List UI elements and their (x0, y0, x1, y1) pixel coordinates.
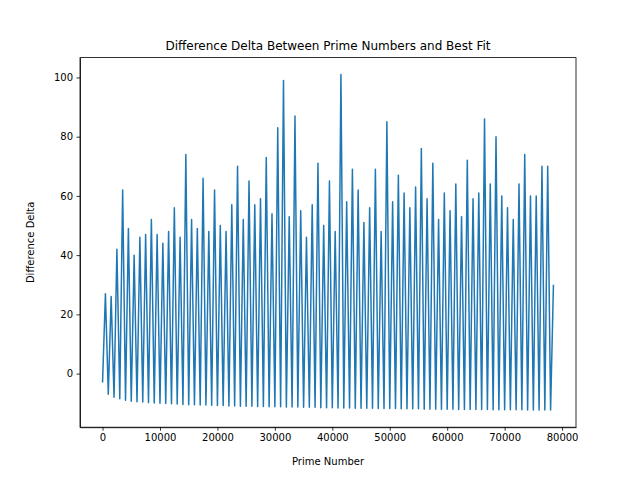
x-tick-mark (390, 427, 391, 431)
x-tick-mark (447, 427, 448, 431)
y-tick-mark (77, 137, 81, 138)
x-tick-label: 50000 (374, 432, 406, 443)
y-tick: 60 (60, 191, 80, 202)
frame (80, 58, 576, 428)
x-tick-mark (217, 427, 218, 431)
x-tick-label: 10000 (145, 432, 177, 443)
y-tick: 40 (60, 250, 80, 261)
y-tick-label: 100 (54, 72, 73, 83)
x-tick-mark (275, 427, 276, 431)
y-tick-label: 40 (60, 250, 73, 261)
y-tick-label: 0 (67, 368, 73, 379)
y-tick-mark (77, 314, 81, 315)
y-axis-title: Difference Delta (25, 202, 36, 283)
y-tick-mark (77, 77, 81, 78)
x-axis-title: Prime Number (292, 456, 365, 467)
chart: 0100002000030000400005000060000700008000… (0, 0, 640, 480)
data-line (103, 74, 554, 410)
x-axis-line (81, 427, 577, 428)
title: Difference Delta Between Prime Numbers a… (165, 39, 490, 53)
x-tick: 50000 (374, 427, 406, 443)
x-tick: 40000 (317, 427, 349, 443)
x-tick-mark (332, 427, 333, 431)
y-tick: 80 (60, 131, 80, 142)
x-tick-mark (160, 427, 161, 431)
x-axis: 0 10000 20000 30000 40000 50000 60000 70000 8000… (81, 427, 579, 443)
y-axis: 0 20 40 60 80 100 (54, 58, 81, 428)
plot-area: 0100002000030000400005000060000700008000… (54, 58, 579, 444)
y-tick-mark (77, 374, 81, 375)
x-tick: 10000 (145, 427, 177, 443)
y-tick: 20 (60, 309, 80, 320)
x-tick-mark (505, 427, 506, 431)
x-tick: 30000 (259, 427, 291, 443)
x-tick-label: 60000 (432, 432, 464, 443)
background (0, 0, 640, 480)
x-tick-mark (103, 427, 104, 431)
x-tick-mark (562, 427, 563, 431)
y-tick: 100 (54, 72, 80, 83)
x-tick: 20000 (202, 427, 234, 443)
x-tick: 80000 (547, 427, 579, 443)
x-tick: 0 (100, 427, 106, 443)
x-tick-label: 80000 (547, 432, 579, 443)
y-tick-label: 60 (60, 191, 73, 202)
y-tick: 0 (67, 368, 80, 379)
y-tick-label: 80 (60, 131, 73, 142)
y-tick-label: 20 (60, 309, 73, 320)
x-tick-label: 30000 (259, 432, 291, 443)
x-tick: 70000 (489, 427, 521, 443)
x-tick-label: 0 (100, 432, 106, 443)
y-axis-line (80, 58, 81, 428)
marks (103, 74, 554, 410)
x-tick-label: 20000 (202, 432, 234, 443)
x-tick-label: 70000 (489, 432, 521, 443)
x-tick-label: 40000 (317, 432, 349, 443)
x-tick: 60000 (432, 427, 464, 443)
y-tick-mark (77, 196, 81, 197)
y-tick-mark (77, 255, 81, 256)
